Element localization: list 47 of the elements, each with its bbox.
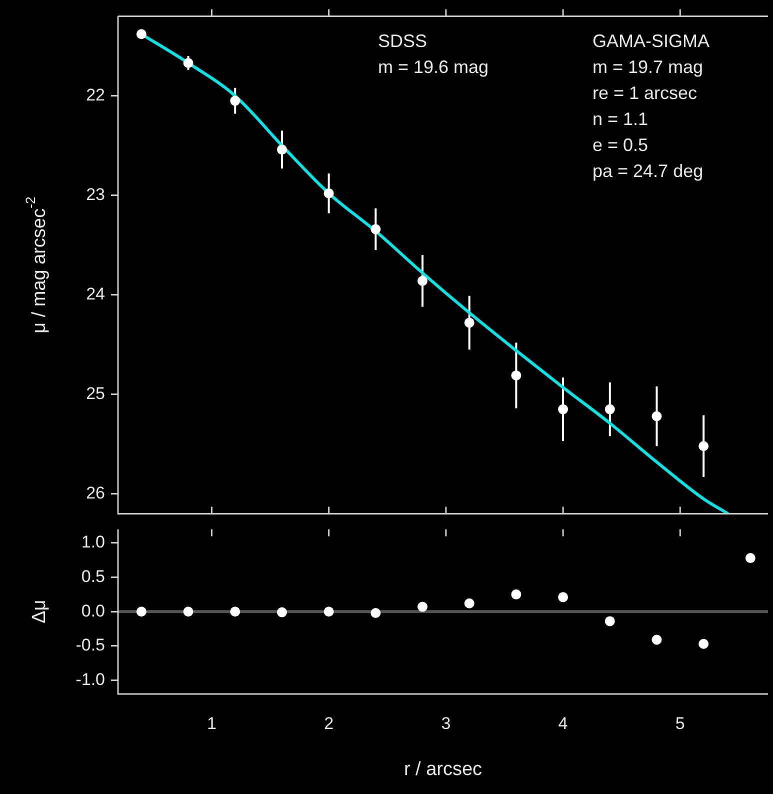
point — [652, 411, 662, 422]
point — [745, 553, 756, 564]
point — [464, 318, 474, 328]
point — [370, 224, 381, 234]
y-tick-label: 26 — [86, 484, 105, 503]
x-tick-label: 2 — [324, 714, 334, 733]
point — [652, 634, 662, 645]
y-tick-label: 25 — [86, 384, 105, 404]
point — [324, 188, 334, 198]
x-tick-label: 3 — [441, 714, 451, 733]
point — [183, 58, 194, 68]
point — [604, 616, 615, 626]
point — [230, 606, 240, 617]
point — [136, 606, 146, 617]
x-tick-label: 5 — [675, 714, 685, 733]
point — [464, 598, 474, 608]
point — [230, 96, 240, 106]
point — [418, 276, 428, 286]
annotation: GAMA-SIGMA m = 19.7 mag re = 1 arcsec n = 1.1 e = 0.5 pa = 24.7 deg — [592, 31, 710, 182]
point — [136, 29, 146, 40]
x-tick-label: 4 — [558, 714, 568, 733]
y-tick-label: 1.0 — [81, 532, 105, 552]
y-tick-label: 24 — [86, 284, 105, 304]
point — [183, 606, 194, 617]
point — [276, 607, 287, 618]
x-axis-title: r / arcsec — [404, 759, 482, 780]
point — [511, 589, 522, 600]
y-tick-label: 0.5 — [81, 566, 105, 586]
point — [698, 638, 709, 649]
y-axis-title: Δμ — [29, 600, 50, 624]
x-tick-label: 1 — [206, 714, 216, 733]
point — [698, 441, 709, 452]
y-tick-label: 23 — [86, 185, 105, 204]
y-tick-label: -0.5 — [76, 636, 105, 655]
point — [558, 592, 568, 602]
point — [558, 404, 568, 414]
y-tick-label: -1.0 — [76, 670, 105, 689]
y-tick-label: 0.0 — [81, 601, 105, 620]
annotation: SDSS m = 19.6 mag — [378, 31, 489, 78]
point — [418, 602, 428, 612]
point — [370, 608, 381, 618]
point — [604, 404, 615, 414]
point — [276, 144, 287, 155]
point — [324, 606, 334, 617]
y-tick-label: 22 — [86, 86, 105, 105]
point — [511, 370, 522, 380]
y-axis-title: μ / mag arcsec-2 — [23, 196, 50, 334]
